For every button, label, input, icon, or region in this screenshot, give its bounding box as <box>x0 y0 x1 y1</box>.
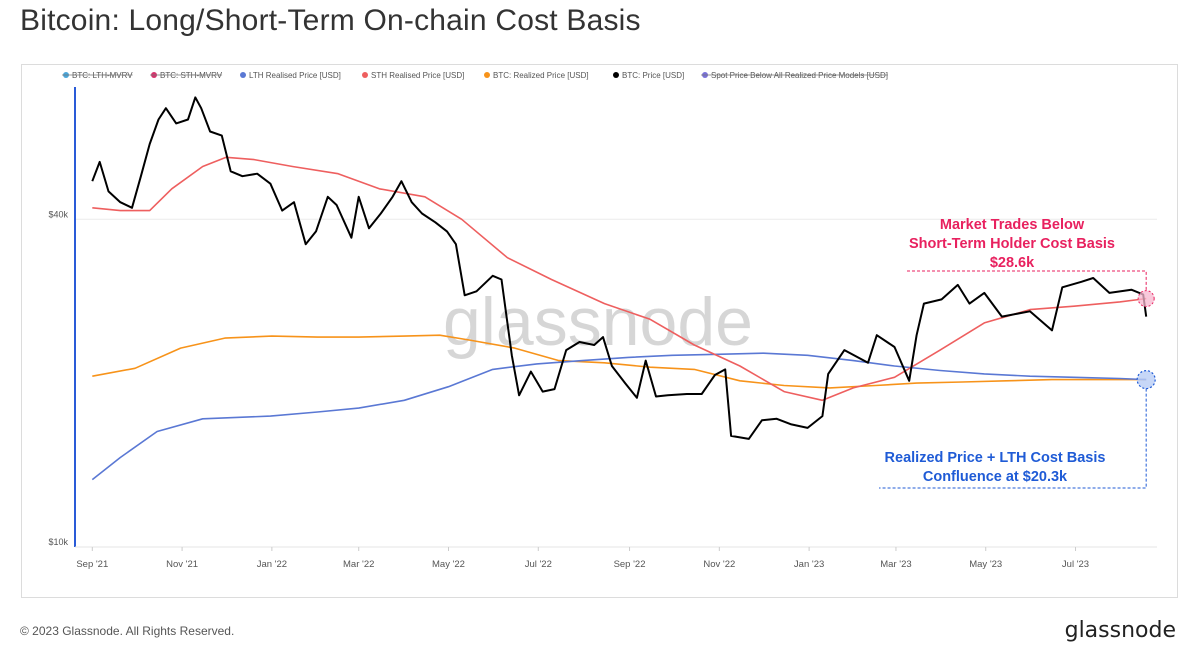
x-tick-label: Sep '21 <box>76 559 108 570</box>
chart-canvas: BTC: LTH-MVRV BTC: STH-MVRV LTH Realised P… <box>48 71 1157 570</box>
y-tick-label: $10k <box>48 537 68 547</box>
legend-label: Spot Price Below All Realized Price Mode… <box>711 71 888 80</box>
legend-label: BTC: LTH-MVRV <box>72 71 133 80</box>
legend-label: BTC: Realized Price [USD] <box>493 71 589 80</box>
legend-marker <box>362 72 368 78</box>
sth-annotation-text: Short-Term Holder Cost Basis <box>909 236 1115 252</box>
watermark: glassnode <box>443 284 753 360</box>
lth-annotation-text: Confluence at $20.3k <box>923 469 1068 485</box>
x-tick-label: Jul '23 <box>1062 559 1089 570</box>
page-title: Bitcoin: Long/Short-Term On-chain Cost B… <box>20 4 641 37</box>
legend-item[interactable]: BTC: Realized Price [USD] <box>484 71 589 80</box>
x-tick-label: Nov '21 <box>166 559 198 570</box>
series-line-btc-price-usd <box>91 96 1148 440</box>
x-tick-label: Sep '22 <box>614 559 646 570</box>
y-tick-label: $40k <box>48 209 68 219</box>
legend-label: LTH Realised Price [USD] <box>249 71 341 80</box>
x-tick-label: Mar '23 <box>880 559 911 570</box>
chart-series <box>91 96 1148 481</box>
lth-annotation-text: Realized Price + LTH Cost Basis <box>885 450 1106 466</box>
sth-marker <box>1137 290 1155 308</box>
x-tick-label: May '22 <box>432 559 465 570</box>
copyright: © 2023 Glassnode. All Rights Reserved. <box>20 624 235 638</box>
sth-annotation-text: Market Trades Below <box>940 217 1085 233</box>
x-tick-label: Mar '22 <box>343 559 374 570</box>
brand-logo[interactable]: glassnode <box>1064 618 1176 643</box>
chart-annotations: Market Trades Below Short-Term Holder Cos… <box>879 217 1156 489</box>
x-tick-label: May '23 <box>969 559 1002 570</box>
series-line-lth-realised-price-usd <box>91 352 1147 481</box>
sth-annotation-text: $28.6k <box>990 255 1035 271</box>
x-tick-label: Nov '22 <box>703 559 735 570</box>
legend-label: BTC: Price [USD] <box>622 71 684 80</box>
x-tick-label: Jan '22 <box>257 559 287 570</box>
lth-marker <box>1136 370 1156 390</box>
legend-marker <box>240 72 246 78</box>
legend-item[interactable]: Spot Price Below All Realized Price Mode… <box>701 71 888 80</box>
x-tick-label: Jul '22 <box>525 559 552 570</box>
legend-item[interactable]: BTC: STH-MVRV <box>150 71 223 80</box>
x-axis-ticks: Sep '21 Nov '21 Jan '22 Mar '22 May '22 Jul '… <box>76 547 1089 570</box>
legend-marker <box>613 72 619 78</box>
legend-label: STH Realised Price [USD] <box>371 71 464 80</box>
chart-panel: BTC: LTH-MVRV BTC: STH-MVRV LTH Realised P… <box>21 64 1178 598</box>
lth-callout-line <box>879 388 1147 489</box>
chart-legend[interactable]: BTC: LTH-MVRV BTC: STH-MVRV LTH Realised P… <box>62 71 888 80</box>
legend-item[interactable]: STH Realised Price [USD] <box>362 71 464 80</box>
series-line-btc-realized-price-usd <box>92 334 1147 389</box>
series-line-sth-realised-price-usd <box>92 156 1147 402</box>
sth-callout-line <box>907 270 1147 291</box>
legend-item[interactable]: LTH Realised Price [USD] <box>240 71 341 80</box>
legend-label: BTC: STH-MVRV <box>160 71 223 80</box>
x-tick-label: Jan '23 <box>794 559 824 570</box>
legend-item[interactable]: BTC: Price [USD] <box>613 71 684 80</box>
legend-marker <box>484 72 490 78</box>
legend-item[interactable]: BTC: LTH-MVRV <box>62 71 133 80</box>
